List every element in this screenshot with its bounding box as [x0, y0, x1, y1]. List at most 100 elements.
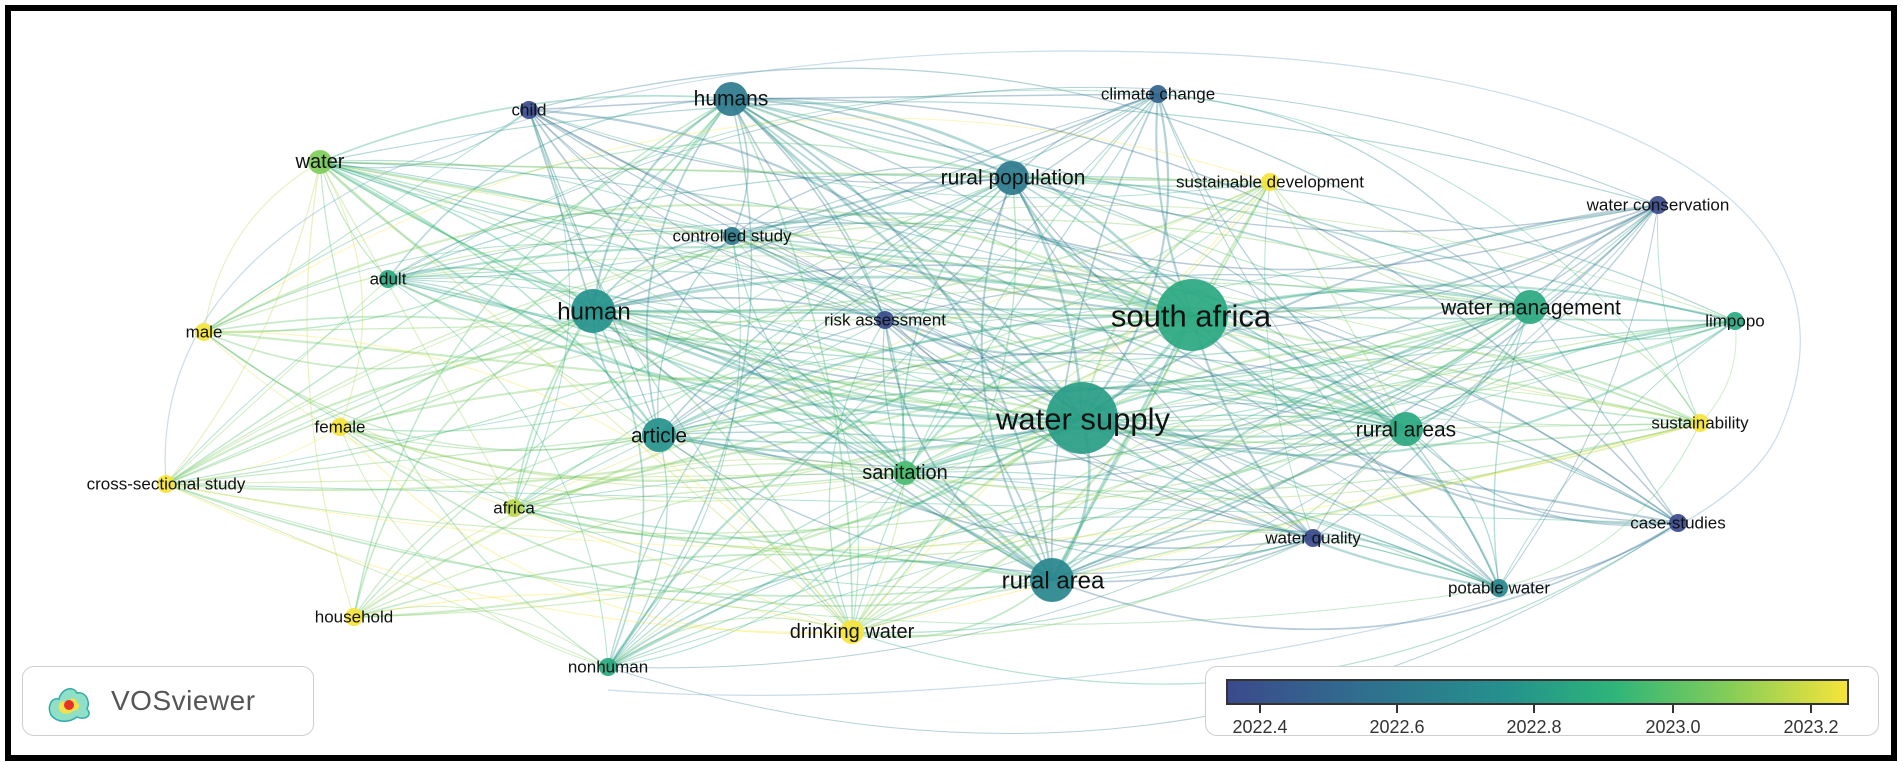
- network-link: [607, 177, 1013, 668]
- node-label-sustainability[interactable]: sustainability: [1651, 414, 1749, 433]
- node-label-sustainable-development[interactable]: sustainable development: [1176, 173, 1364, 192]
- node-label-water-management[interactable]: water management: [1440, 297, 1621, 320]
- network-link: [387, 278, 609, 668]
- node-article[interactable]: [642, 418, 676, 452]
- node-sustainable-development[interactable]: [1261, 173, 1279, 191]
- network-link: [904, 388, 1407, 474]
- node-label-africa[interactable]: africa: [493, 499, 535, 518]
- network-link: [607, 560, 1053, 668]
- network-link: [339, 282, 1531, 428]
- node-human[interactable]: [571, 289, 615, 333]
- network-link: [658, 434, 853, 633]
- network-link: [165, 98, 732, 485]
- network-link: [730, 98, 1083, 419]
- network-link: [203, 161, 321, 333]
- node-label-risk-assessment[interactable]: risk assessment: [824, 311, 946, 330]
- node-label-controlled-study[interactable]: controlled study: [672, 227, 792, 246]
- node-water-conservation[interactable]: [1649, 196, 1667, 214]
- node-label-water-supply[interactable]: water supply: [995, 402, 1171, 437]
- node-cross-sectional-study[interactable]: [157, 475, 175, 493]
- node-label-south-africa[interactable]: south africa: [1111, 299, 1272, 334]
- network-link: [339, 426, 1053, 607]
- node-water-quality[interactable]: [1304, 529, 1322, 547]
- network-link: [1011, 177, 1679, 524]
- network-link: [592, 310, 906, 474]
- network-link: [528, 108, 1083, 419]
- network-link: [513, 319, 886, 509]
- network-link: [607, 93, 1159, 668]
- node-sustainability[interactable]: [1691, 414, 1709, 432]
- node-label-household[interactable]: household: [315, 608, 393, 627]
- node-limpopo[interactable]: [1726, 312, 1744, 330]
- node-drinking-water[interactable]: [840, 620, 864, 644]
- node-south-africa[interactable]: [1156, 279, 1228, 351]
- node-label-humans[interactable]: humans: [694, 88, 769, 111]
- network-link: [387, 221, 1679, 524]
- node-adult[interactable]: [379, 270, 397, 288]
- node-label-child[interactable]: child: [512, 101, 547, 120]
- network-link: [513, 507, 1053, 581]
- network-link: [592, 204, 1659, 393]
- node-label-climate-change[interactable]: climate change: [1101, 85, 1215, 104]
- node-child[interactable]: [520, 101, 538, 119]
- node-rural-area[interactable]: [1030, 558, 1074, 602]
- legend-tick: [1672, 703, 1674, 713]
- network-link: [1011, 177, 1659, 233]
- node-controlled-study[interactable]: [723, 227, 741, 245]
- node-label-limpopo[interactable]: limpopo: [1705, 312, 1765, 331]
- network-link: [203, 310, 594, 370]
- node-label-article[interactable]: article: [631, 425, 687, 448]
- node-label-nonhuman[interactable]: nonhuman: [568, 658, 648, 677]
- node-label-potable-water[interactable]: potable water: [1448, 579, 1550, 598]
- node-case-studies[interactable]: [1669, 514, 1687, 532]
- node-label-case-studies[interactable]: case-studies: [1630, 514, 1725, 533]
- node-sanitation[interactable]: [893, 461, 917, 485]
- node-label-human[interactable]: human: [557, 299, 630, 326]
- network-link: [1191, 313, 1501, 589]
- node-water-management[interactable]: [1513, 290, 1547, 324]
- node-label-water-conservation[interactable]: water conservation: [1586, 196, 1730, 215]
- node-label-cross-sectional-study[interactable]: cross-sectional study: [87, 475, 246, 494]
- node-humans[interactable]: [714, 82, 748, 116]
- network-link: [1157, 93, 1500, 589]
- node-label-rural-areas[interactable]: rural areas: [1356, 419, 1456, 442]
- node-label-water-quality[interactable]: water quality: [1264, 529, 1361, 548]
- node-label-drinking-water[interactable]: drinking water: [790, 621, 915, 643]
- network-link: [1050, 314, 1194, 581]
- node-water[interactable]: [308, 150, 332, 174]
- network-link: [165, 422, 1701, 549]
- network-link: [165, 89, 1159, 485]
- network-link: [1157, 93, 1531, 308]
- network-link: [353, 553, 1053, 618]
- network-link: [203, 142, 1013, 333]
- node-label-rural-area[interactable]: rural area: [1002, 568, 1105, 595]
- node-water-supply[interactable]: [1046, 382, 1118, 454]
- node-rural-population[interactable]: [995, 161, 1029, 195]
- network-link: [592, 310, 1407, 438]
- node-label-rural-population[interactable]: rural population: [941, 167, 1086, 190]
- network-link: [607, 313, 1193, 668]
- network-link: [164, 50, 1801, 696]
- network-link: [658, 181, 1271, 436]
- node-female[interactable]: [331, 418, 349, 436]
- node-label-female[interactable]: female: [314, 418, 365, 437]
- network-link: [884, 273, 1531, 321]
- node-risk-assessment[interactable]: [876, 311, 894, 329]
- node-label-sanitation[interactable]: sanitation: [862, 462, 948, 484]
- node-climate-change[interactable]: [1149, 85, 1167, 103]
- node-household[interactable]: [345, 608, 363, 626]
- node-label-male[interactable]: male: [186, 323, 223, 342]
- node-male[interactable]: [195, 323, 213, 341]
- node-label-adult[interactable]: adult: [370, 270, 407, 289]
- legend-tick: [1396, 703, 1398, 713]
- network-link: [165, 219, 1531, 485]
- node-potable-water[interactable]: [1490, 579, 1508, 597]
- network-link: [607, 385, 1701, 668]
- network-link: [592, 309, 1053, 581]
- network-link: [1269, 181, 1531, 308]
- network-link: [884, 181, 1271, 324]
- node-label-water[interactable]: water: [295, 151, 345, 173]
- node-africa[interactable]: [505, 499, 523, 517]
- node-nonhuman[interactable]: [599, 658, 617, 676]
- node-rural-areas[interactable]: [1389, 412, 1423, 446]
